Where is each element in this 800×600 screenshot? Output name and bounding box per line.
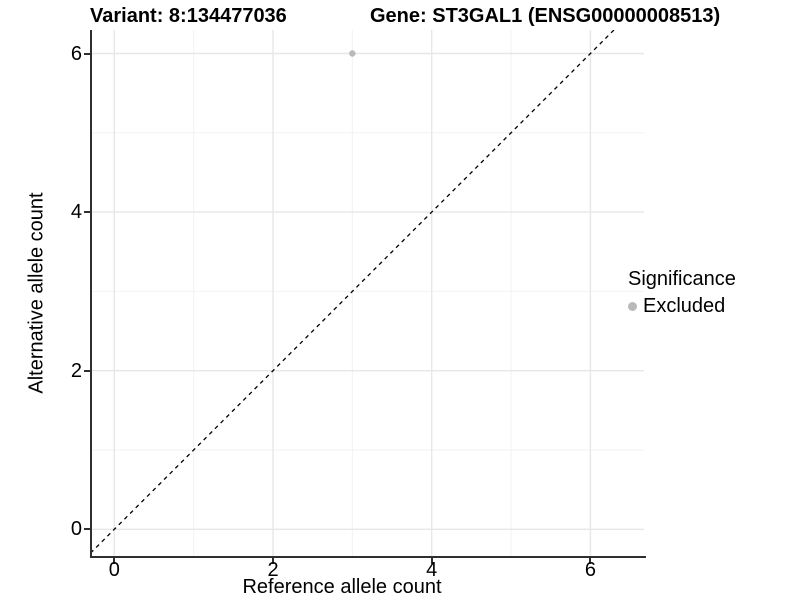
y-axis-title: Alternative allele count bbox=[25, 192, 48, 394]
y-tick-mark bbox=[84, 211, 90, 214]
x-tick-label: 6 bbox=[584, 559, 596, 581]
gene-title: Gene: ST3GAL1 (ENSG00000008513) bbox=[370, 5, 721, 27]
y-tick-mark bbox=[84, 369, 90, 372]
y-tick-label: 6 bbox=[70, 42, 82, 65]
legend-key-dot-icon bbox=[628, 301, 637, 311]
x-tick-mark bbox=[589, 558, 592, 564]
y-tick-mark bbox=[84, 52, 90, 55]
x-tick-mark bbox=[113, 558, 116, 564]
legend-item-label: Excluded bbox=[643, 295, 726, 317]
legend-title: Significance bbox=[628, 268, 736, 290]
y-tick-mark bbox=[84, 528, 90, 531]
x-tick-mark bbox=[272, 558, 274, 564]
x-tick-label: 0 bbox=[108, 559, 120, 581]
data-point-excluded bbox=[349, 50, 356, 57]
x-tick-label: 2 bbox=[267, 559, 279, 581]
chart-panel bbox=[90, 30, 646, 558]
x-tick-label: 4 bbox=[426, 559, 438, 581]
chart-plot-area bbox=[92, 30, 644, 556]
x-axis-title: Reference allele count bbox=[242, 576, 442, 598]
variant-title: Variant: 8:134477036 bbox=[90, 5, 287, 27]
y-tick-label: 2 bbox=[70, 359, 82, 382]
y-tick-label: 0 bbox=[70, 518, 82, 541]
legend-items: Excluded bbox=[628, 294, 736, 318]
legend: Significance Excluded bbox=[628, 266, 736, 318]
y-tick-label: 4 bbox=[70, 201, 82, 224]
legend-item-excluded: Excluded bbox=[628, 294, 736, 318]
identity-reference-line bbox=[92, 30, 615, 553]
x-tick-mark bbox=[430, 558, 433, 564]
